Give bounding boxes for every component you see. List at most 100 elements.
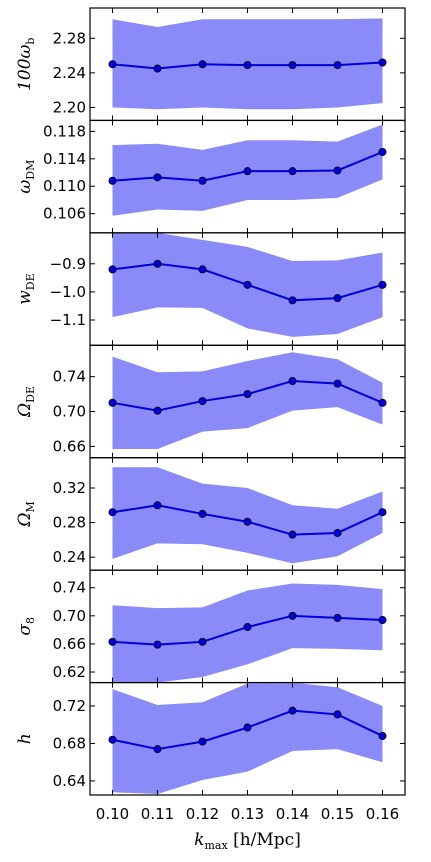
x-axis: 0.10 0.11 0.12 0.13 0.14 0.15 0.16 <box>96 805 399 823</box>
data-point <box>378 398 387 407</box>
confidence-band <box>112 583 383 683</box>
data-point <box>288 611 297 620</box>
panel-6: 0.64 0.68 0.72 h <box>15 681 406 796</box>
data-point <box>153 745 162 754</box>
data-point <box>288 296 297 305</box>
data-point <box>288 61 297 70</box>
data-point <box>333 710 342 719</box>
confidence-band <box>112 467 383 564</box>
data-point <box>333 528 342 537</box>
y-tick-label: 2.20 <box>53 98 86 116</box>
y-tick-label: 0.68 <box>53 734 86 752</box>
y-axis-label: ωDM <box>15 160 37 194</box>
data-point <box>198 637 207 646</box>
panel-0: 2.20 2.24 2.28 100ωb <box>15 7 406 122</box>
y-tick-label: 0.72 <box>53 697 86 715</box>
confidence-band <box>112 352 383 449</box>
x-tick-label: 0.11 <box>141 805 174 823</box>
y-axis-label: h <box>15 733 35 744</box>
data-point <box>198 737 207 746</box>
y-tick-label: −1.0 <box>50 283 86 301</box>
y-tick-label: 0.74 <box>53 368 86 386</box>
data-point <box>333 613 342 622</box>
data-point <box>153 640 162 649</box>
data-point <box>108 176 117 185</box>
y-tick-label: 0.118 <box>43 122 86 140</box>
y-tick-label: 0.24 <box>53 548 86 566</box>
data-point <box>108 265 117 274</box>
data-point <box>333 61 342 70</box>
y-tick-label: 0.70 <box>53 403 86 421</box>
data-point <box>108 735 117 744</box>
panel-2: −1.1 −1.0 −0.9 wDE <box>15 232 406 346</box>
data-point <box>288 377 297 386</box>
data-point <box>198 397 207 406</box>
x-tick-label: 0.15 <box>321 805 354 823</box>
data-point <box>378 616 387 625</box>
y-tick-label: −0.9 <box>50 255 86 273</box>
y-tick-label: 0.64 <box>53 772 86 790</box>
data-point <box>378 280 387 289</box>
x-tick-label: 0.13 <box>231 805 264 823</box>
y-tick-label: 0.28 <box>53 514 86 532</box>
panel-4: 0.24 0.28 0.32 ΩM <box>15 457 406 571</box>
data-point <box>243 623 252 632</box>
data-point <box>153 173 162 182</box>
data-point <box>333 379 342 388</box>
data-point <box>243 723 252 732</box>
y-axis-label: wDE <box>15 273 37 304</box>
data-point <box>243 390 252 399</box>
data-point <box>243 280 252 289</box>
y-tick-label: 0.70 <box>53 607 86 625</box>
data-point <box>153 64 162 73</box>
data-point <box>153 259 162 268</box>
data-point <box>198 265 207 274</box>
data-point <box>198 60 207 69</box>
y-tick-label: 2.24 <box>53 64 86 82</box>
data-point <box>333 294 342 303</box>
data-point <box>288 530 297 539</box>
y-tick-label: 0.66 <box>53 437 86 455</box>
data-point <box>333 166 342 175</box>
panel-1: 0.106 0.110 0.114 0.118 ωDM <box>15 119 406 234</box>
data-point <box>378 147 387 156</box>
y-tick-label: 0.32 <box>53 479 86 497</box>
y-tick-label: 0.114 <box>43 150 86 168</box>
y-tick-label: 0.66 <box>53 635 86 653</box>
data-point <box>108 508 117 517</box>
x-tick-label: 0.16 <box>366 805 399 823</box>
data-point <box>108 60 117 69</box>
y-tick-label: 0.110 <box>43 177 86 195</box>
data-point <box>378 731 387 740</box>
data-point <box>378 58 387 67</box>
confidence-band <box>112 682 383 795</box>
x-tick-label: 0.12 <box>186 805 219 823</box>
x-axis-label: kmax [h/Mpc] <box>194 830 301 852</box>
data-point <box>108 637 117 646</box>
data-point <box>108 398 117 407</box>
data-point <box>153 501 162 510</box>
data-point <box>288 167 297 176</box>
y-tick-label: 0.106 <box>43 205 86 223</box>
panel-5: 0.62 0.66 0.70 0.74 σ8 <box>15 569 406 684</box>
panels: 2.20 2.24 2.28 100ωb 0.106 0.110 0.114 0.118 ωDM… <box>15 7 406 796</box>
data-point <box>243 517 252 526</box>
y-axis-label: ΩDE <box>15 386 37 418</box>
x-tick-label: 0.14 <box>276 805 309 823</box>
data-point <box>243 61 252 70</box>
y-axis-label: 100ωb <box>15 38 37 91</box>
y-tick-label: 0.74 <box>53 579 86 597</box>
y-axis-label: ΩM <box>15 501 37 527</box>
panel-3: 0.66 0.70 0.74 ΩDE <box>15 344 406 459</box>
y-axis-label: σ8 <box>15 617 37 636</box>
data-point <box>243 167 252 176</box>
data-point <box>198 509 207 518</box>
data-point <box>288 706 297 715</box>
data-point <box>198 176 207 185</box>
y-tick-label: 0.62 <box>53 663 86 681</box>
y-tick-label: 2.28 <box>53 29 86 47</box>
data-point <box>378 508 387 517</box>
y-tick-label: −1.1 <box>50 311 86 329</box>
data-point <box>153 406 162 415</box>
